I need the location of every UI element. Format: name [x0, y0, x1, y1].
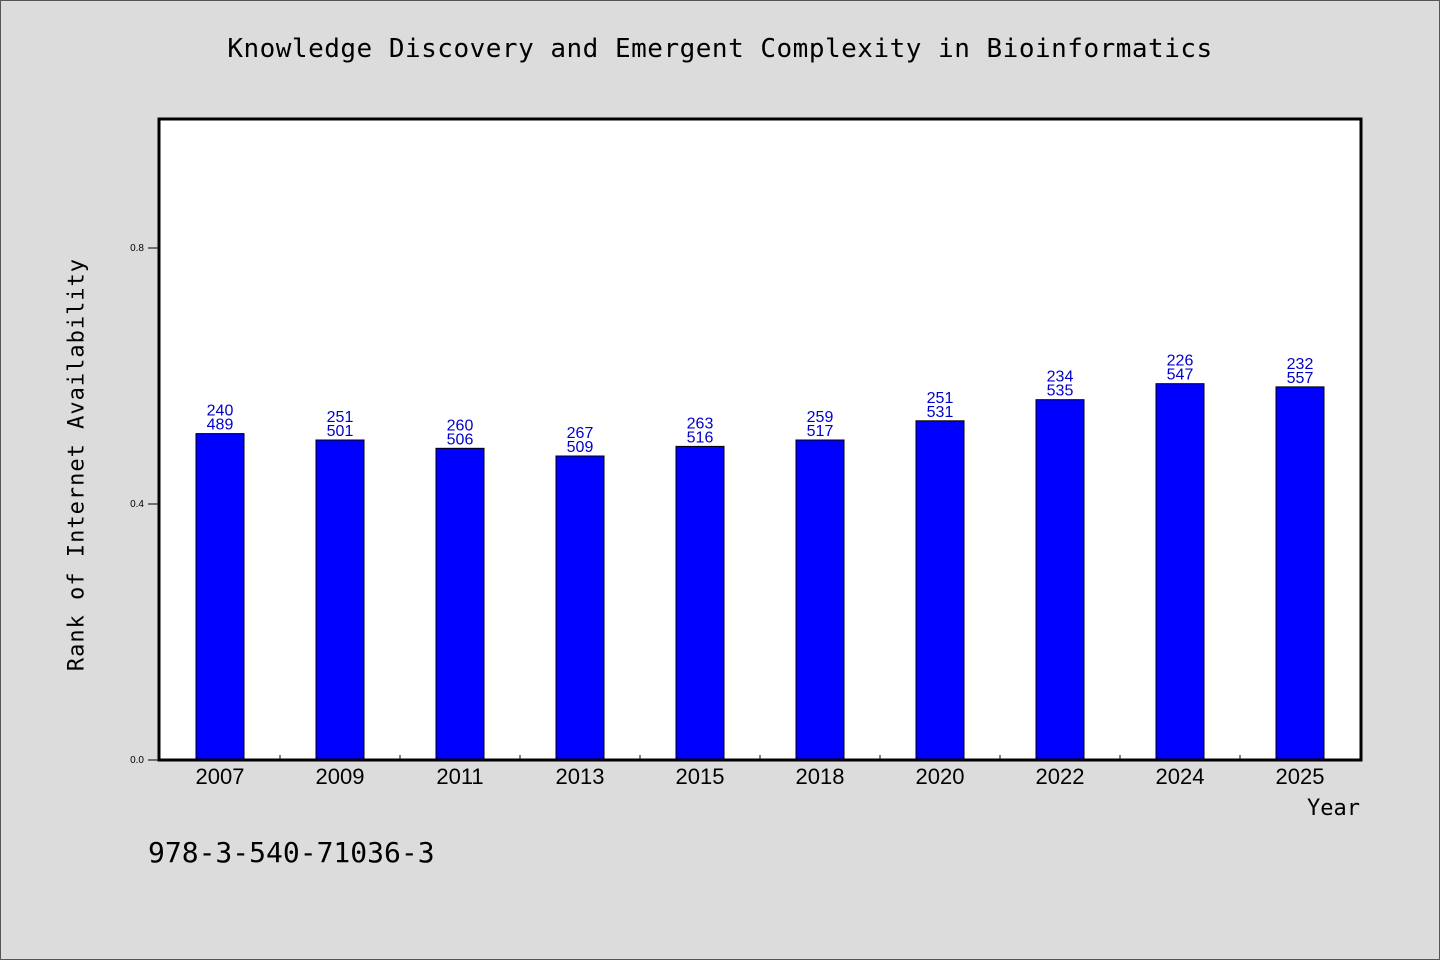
isbn-label: 978-3-540-71036-3 [148, 836, 435, 869]
x-tick-label: 2007 [196, 764, 245, 789]
bar [675, 445, 725, 761]
bar [915, 420, 965, 761]
bar [315, 439, 365, 761]
chart-title: Knowledge Discovery and Emergent Complex… [227, 34, 1213, 64]
data-label-bottom: 517 [807, 423, 834, 440]
data-label-bottom: 557 [1287, 370, 1314, 387]
data-label-top: 267 [567, 425, 594, 442]
x-tick-label: 2024 [1156, 764, 1205, 789]
bar [795, 439, 845, 761]
x-tick-label: 2011 [436, 764, 483, 789]
data-label-bottom: 531 [927, 404, 954, 421]
bar [435, 447, 485, 761]
bar [1035, 399, 1085, 761]
x-tick-label: 2018 [796, 764, 845, 789]
data-label-bottom: 489 [207, 417, 234, 434]
bar [1155, 383, 1205, 761]
data-label-top: 232 [1287, 356, 1314, 373]
data-label-top: 251 [927, 390, 954, 407]
data-label-bottom: 535 [1047, 383, 1074, 400]
x-tick-label: 2020 [916, 764, 965, 789]
data-label-bottom: 516 [687, 429, 714, 446]
data-label-top: 234 [1047, 369, 1074, 386]
data-label-top: 226 [1167, 353, 1194, 370]
data-label-top: 251 [327, 409, 354, 426]
x-tick-label: 2009 [316, 764, 365, 789]
data-label-top: 259 [807, 409, 834, 426]
data-label-bottom: 547 [1167, 367, 1194, 384]
bar [1275, 386, 1325, 761]
data-label-bottom: 501 [327, 423, 354, 440]
bars-layer [195, 383, 1325, 761]
y-tick-label: 0.4 [130, 499, 144, 510]
labels-layer: 2007240489200925150120112605062013267509… [196, 353, 1325, 789]
x-tick-label: 2013 [556, 764, 605, 789]
bar [195, 433, 245, 761]
data-label-top: 240 [207, 403, 234, 420]
data-label-bottom: 506 [447, 431, 474, 448]
y-tick-label: 0.0 [130, 755, 144, 766]
plot-border [157, 117, 1363, 762]
x-tick-label: 2015 [676, 764, 725, 789]
x-tick-label: 2025 [1276, 764, 1325, 789]
data-label-top: 263 [687, 415, 714, 432]
data-label-top: 260 [447, 417, 474, 434]
y-tick-label: 0.8 [130, 243, 144, 254]
x-axis-label: Year [1307, 796, 1360, 821]
data-label-bottom: 509 [567, 439, 594, 456]
bar [555, 455, 605, 761]
x-tick-label: 2022 [1036, 764, 1085, 789]
